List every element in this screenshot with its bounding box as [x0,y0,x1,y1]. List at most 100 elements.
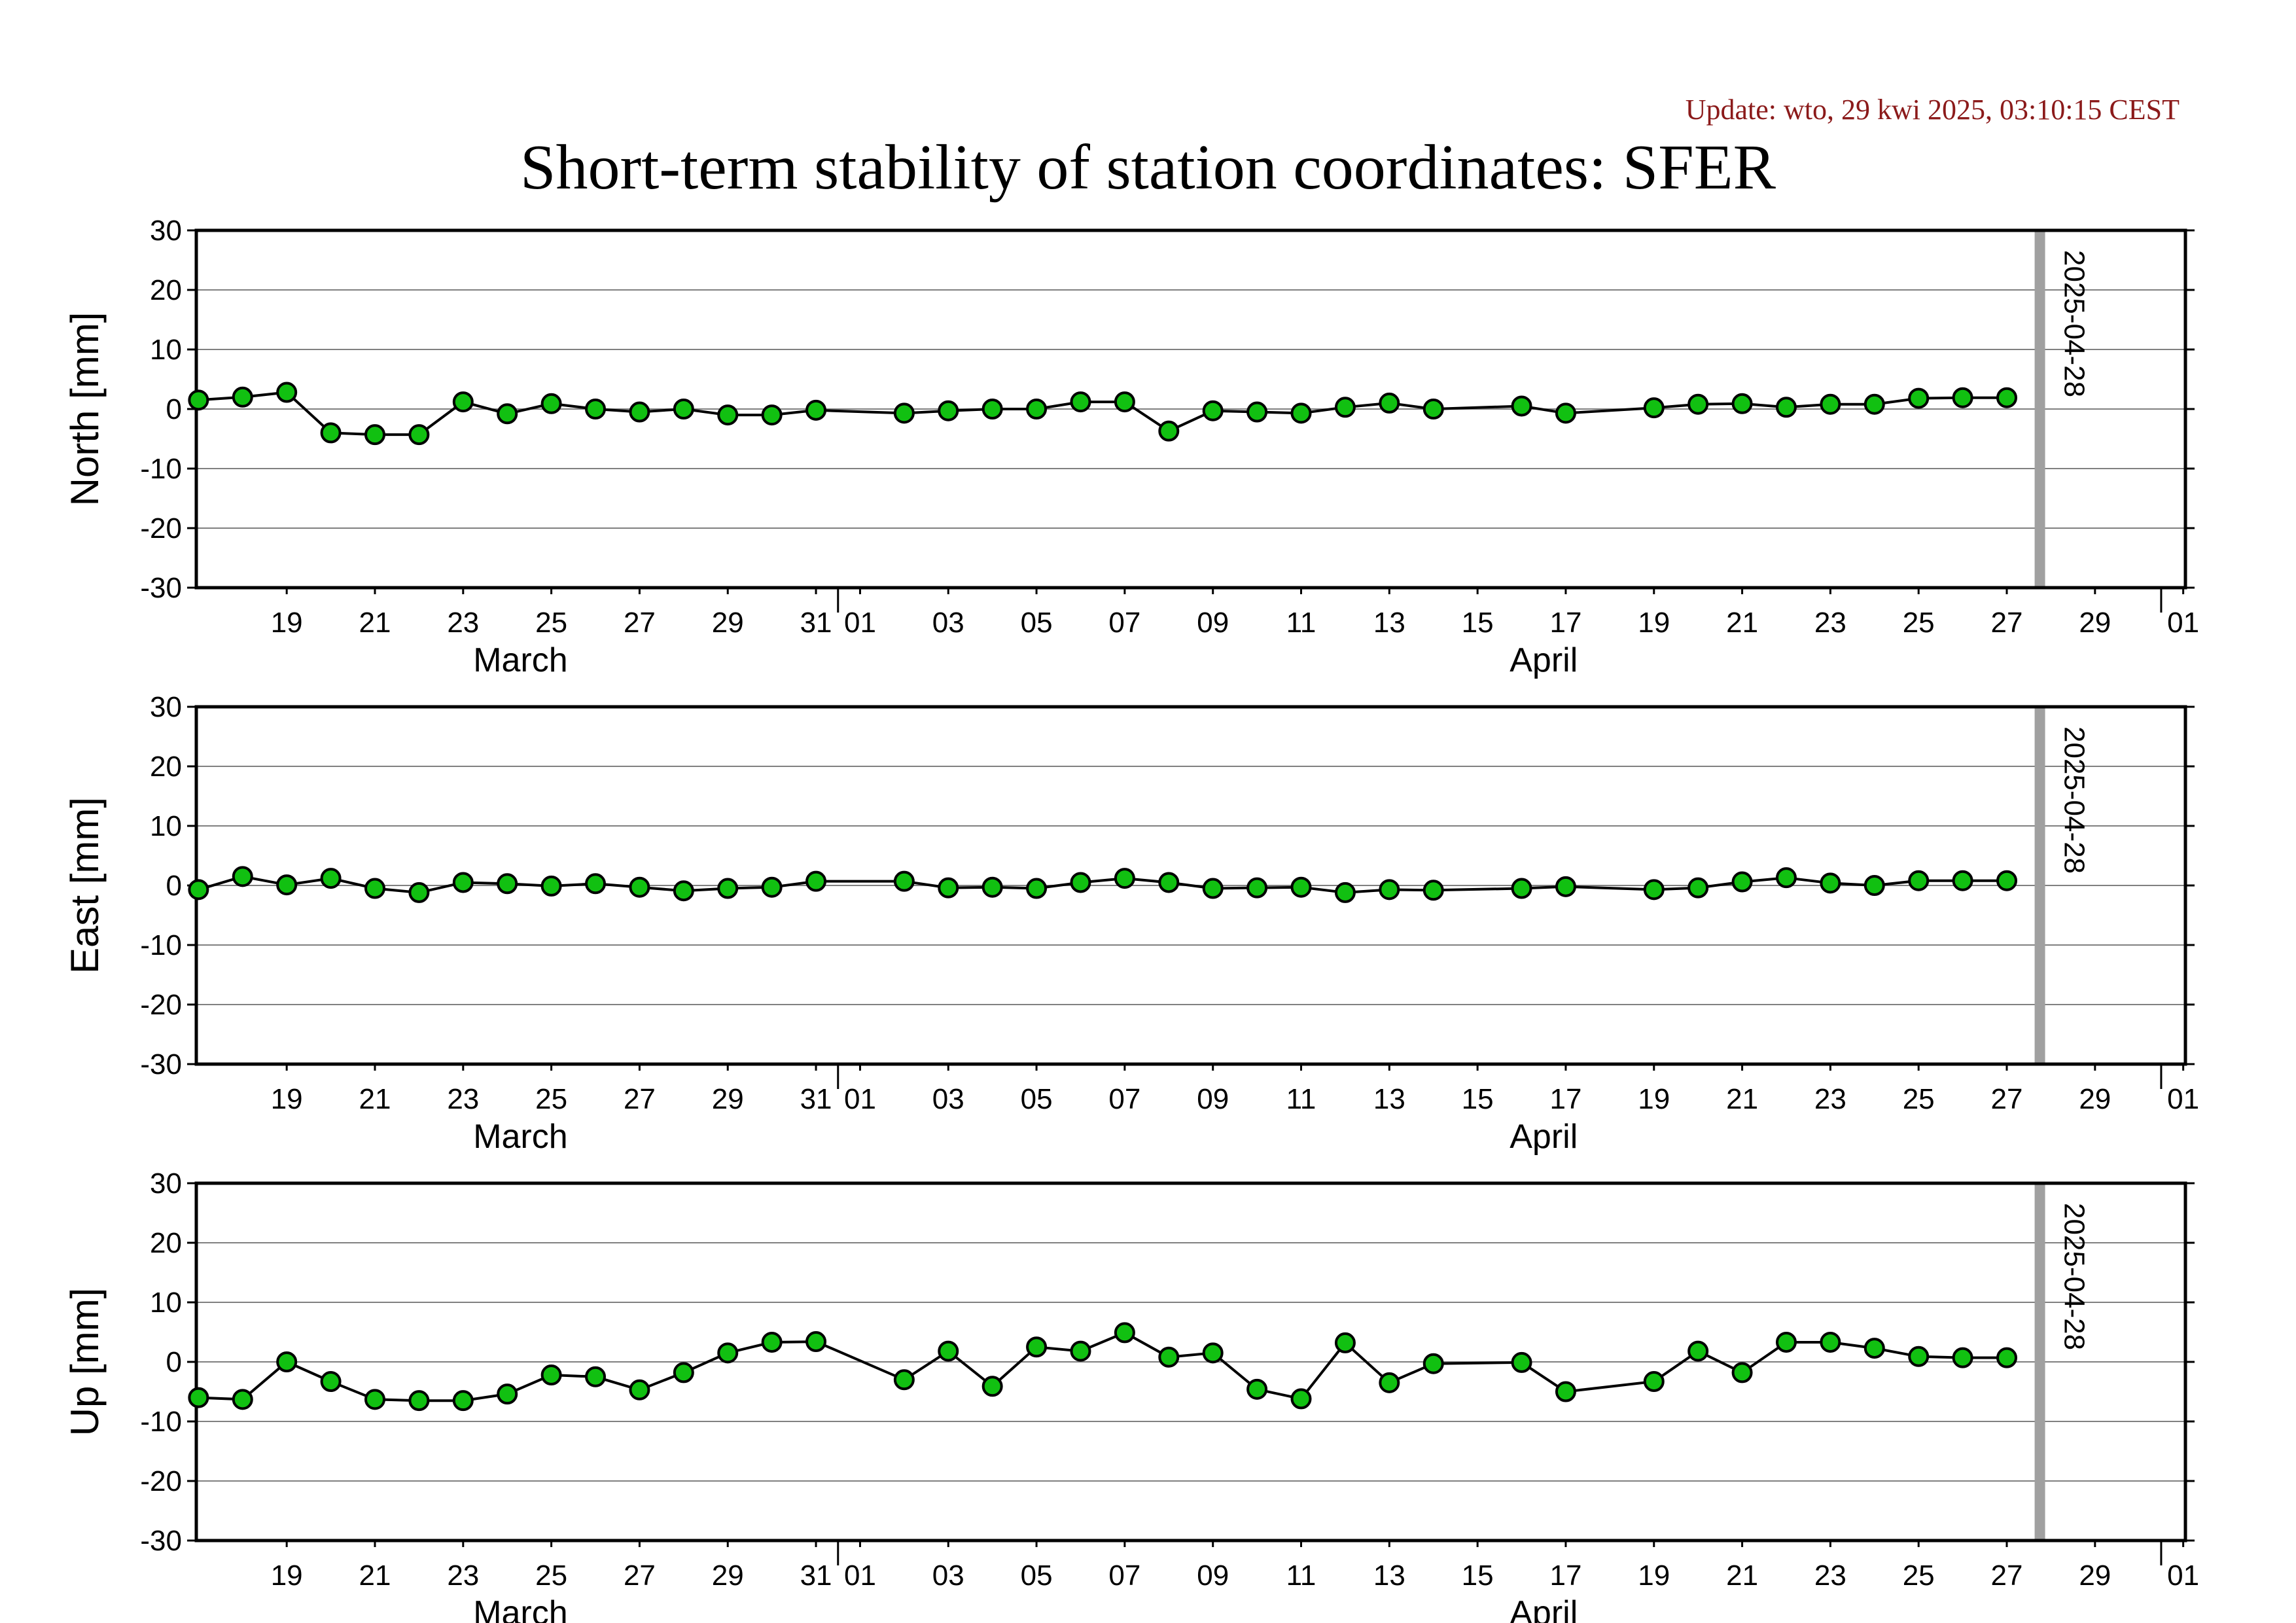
data-point [893,402,915,424]
data-point [938,1340,959,1362]
data-point [232,386,253,408]
x-tick-label: 17 [1549,607,1581,639]
data-point [585,873,607,895]
x-tick-label: 01 [2167,607,2199,639]
x-tick-label: 23 [1814,607,1846,639]
data-point [673,399,694,419]
data-point [585,399,607,419]
x-tick-label: 19 [1638,1560,1670,1592]
x-tick-label: 03 [932,607,964,639]
data-point [805,870,827,892]
data-point [452,391,474,413]
y-tick-label: 20 [150,1227,182,1259]
x-tick-label: 25 [1903,1560,1935,1592]
x-tick-label: 23 [447,607,479,639]
y-tick-label: -10 [140,929,182,961]
x-tick-label: 01 [844,1083,876,1115]
x-tick-label: 29 [2079,1083,2111,1115]
y-tick-label: 20 [150,751,182,783]
data-point [761,876,783,898]
data-point [1687,1340,1709,1362]
x-tick-label: 19 [1638,607,1670,639]
x-tick-label: 27 [624,607,656,639]
x-tick-label: 29 [712,1083,744,1115]
data-point [805,1331,827,1353]
data-point [1996,1347,2018,1368]
x-tick-label: 05 [1021,1560,1053,1592]
x-tick-label: 09 [1197,1560,1229,1592]
data-point [320,422,342,444]
y-tick-label: -30 [140,1048,182,1080]
data-point [1202,1342,1224,1364]
data-point [1731,871,1753,893]
data-point [1996,387,2018,408]
data-point [1026,399,1048,419]
x-tick-label: 23 [1814,1083,1846,1115]
x-tick-label: 21 [1726,1083,1758,1115]
x-tick-label: 01 [844,1560,876,1592]
data-point [188,1387,209,1408]
data-point [1379,392,1400,414]
data-point [1643,1371,1665,1393]
data-point [1026,1336,1048,1358]
data-point [1643,879,1665,901]
page-title: Short-term stability of station coordina… [520,132,1776,203]
x-tick-label: 25 [1903,1083,1935,1115]
data-point [1114,391,1135,413]
y-tick-label: -10 [140,1406,182,1438]
data-point [938,877,959,899]
y-tick-label: -20 [140,989,182,1021]
data-point [761,404,783,426]
data-point [232,866,253,887]
x-tick-label: 25 [535,607,567,639]
x-tick-label: 03 [932,1083,964,1115]
data-point [1555,876,1576,897]
data-point [1952,387,1973,408]
data-point [408,1390,430,1412]
data-point [497,873,518,895]
x-tick-label: 13 [1373,1560,1405,1592]
data-point [1290,1388,1312,1410]
data-point [717,878,739,899]
x-tick-label: 27 [624,1560,656,1592]
x-tick-label: 11 [1286,1083,1316,1115]
data-point [1290,876,1312,898]
data-point [320,868,342,889]
data-point [1114,1322,1135,1344]
data-point [1511,395,1532,417]
data-point [1114,868,1135,889]
data-point [540,1364,562,1386]
month-label: March [473,1118,567,1156]
data-point [1908,387,1930,409]
data-point [981,399,1003,419]
data-point [629,1379,650,1400]
data-point [188,389,209,411]
data-point [673,1362,694,1383]
y-tick-label: 0 [166,393,182,425]
data-point [585,1366,607,1387]
data-point [364,1389,385,1410]
x-tick-label: 23 [1814,1560,1846,1592]
y-axis-label: Up [mm] [63,1288,107,1436]
data-point [1290,402,1312,424]
x-tick-label: 27 [1991,1083,2023,1115]
data-point [1070,872,1091,893]
x-tick-label: 05 [1021,607,1053,639]
data-point [629,401,650,423]
data-point [1246,1378,1268,1400]
data-point [1379,879,1400,901]
x-tick-label: 29 [2079,607,2111,639]
x-tick-label: 27 [1991,607,2023,639]
data-point [364,878,385,899]
data-point [1952,870,1973,891]
y-tick-label: 0 [166,870,182,902]
data-point [1820,393,1841,415]
x-tick-label: 27 [624,1083,656,1115]
month-label: April [1510,641,1578,679]
data-point [408,882,430,903]
data-point [1422,880,1444,901]
data-point [673,880,694,902]
data-point [1908,1346,1930,1367]
